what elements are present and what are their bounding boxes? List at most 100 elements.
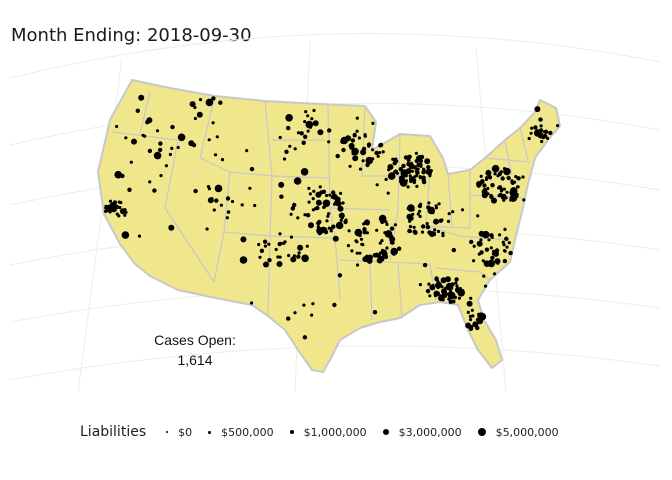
case-point — [117, 200, 121, 204]
legend-label: $3,000,000 — [398, 425, 462, 439]
case-point — [112, 200, 118, 205]
case-point — [516, 176, 521, 181]
case-point — [408, 229, 413, 233]
case-point — [497, 171, 502, 177]
case-point — [494, 248, 500, 253]
case-point — [542, 130, 547, 134]
case-point — [483, 284, 488, 288]
case-point — [505, 190, 509, 194]
cases-open-annotation: Cases Open: 1,614 — [140, 330, 250, 370]
legend-label: $0 — [178, 425, 193, 439]
case-point — [164, 164, 168, 168]
case-point — [337, 205, 344, 212]
legend-label: $500,000 — [221, 425, 274, 439]
case-point — [283, 240, 287, 244]
case-point — [398, 167, 403, 172]
case-point — [482, 230, 490, 239]
case-point — [362, 222, 366, 226]
case-point — [123, 213, 127, 217]
case-point — [408, 225, 413, 229]
case-point — [355, 129, 359, 133]
case-point — [534, 106, 541, 113]
case-point — [367, 254, 373, 261]
case-point — [468, 314, 472, 318]
case-point — [414, 158, 419, 164]
case-point — [539, 124, 543, 128]
case-point — [158, 141, 163, 146]
case-point — [317, 129, 324, 136]
case-point — [213, 153, 218, 157]
case-point — [433, 218, 439, 225]
case-point — [249, 166, 255, 172]
case-point — [508, 250, 513, 256]
case-point — [372, 310, 378, 315]
case-point — [384, 177, 388, 181]
case-point — [419, 154, 425, 160]
case-point — [304, 110, 308, 114]
case-point — [296, 254, 301, 259]
case-point — [285, 114, 293, 122]
case-point — [293, 177, 302, 185]
case-point — [322, 205, 326, 209]
case-point — [469, 318, 473, 322]
case-point — [131, 138, 137, 145]
case-point — [533, 125, 538, 130]
case-point — [168, 224, 175, 231]
case-point — [427, 282, 431, 286]
case-point — [362, 230, 367, 235]
case-point — [296, 216, 300, 220]
case-point — [176, 145, 180, 150]
case-point — [325, 193, 329, 198]
case-point — [328, 193, 332, 197]
case-point — [381, 250, 388, 257]
case-point — [282, 157, 287, 161]
case-point — [416, 156, 420, 160]
legend-label: $1,000,000 — [303, 425, 367, 439]
case-point — [410, 169, 414, 173]
case-points — [104, 94, 560, 340]
case-point — [355, 116, 359, 120]
cases-open-value: 1,614 — [177, 352, 213, 368]
case-point — [121, 231, 130, 239]
case-point — [263, 244, 267, 248]
case-point — [316, 191, 320, 196]
case-point — [297, 251, 301, 255]
case-point — [358, 233, 362, 238]
case-point — [307, 200, 311, 204]
case-point — [291, 205, 295, 209]
case-point — [412, 165, 418, 170]
case-point — [367, 144, 371, 148]
case-point — [286, 316, 291, 321]
case-point — [293, 147, 297, 151]
case-point — [214, 184, 223, 193]
case-point — [278, 232, 282, 236]
case-point — [366, 222, 370, 226]
case-point — [104, 206, 108, 210]
case-point — [497, 194, 501, 198]
case-point — [418, 162, 423, 168]
case-point — [437, 202, 441, 206]
case-point — [398, 175, 405, 182]
case-point — [177, 133, 186, 142]
case-point — [426, 165, 431, 170]
us-outline — [97, 79, 561, 373]
case-point — [143, 134, 147, 138]
case-point — [490, 183, 495, 188]
case-point — [207, 138, 211, 142]
case-point — [159, 174, 163, 178]
case-point — [337, 273, 343, 278]
case-point — [253, 203, 257, 208]
case-point — [117, 214, 121, 218]
case-point — [306, 114, 310, 118]
case-point — [441, 234, 445, 238]
case-point — [418, 283, 422, 287]
case-point — [501, 240, 505, 244]
case-point — [486, 186, 490, 191]
case-point — [170, 146, 174, 150]
case-point — [363, 134, 367, 138]
case-point — [371, 121, 375, 125]
case-point — [137, 234, 142, 238]
case-point — [470, 308, 474, 312]
case-point — [352, 155, 359, 162]
case-point — [403, 172, 408, 177]
